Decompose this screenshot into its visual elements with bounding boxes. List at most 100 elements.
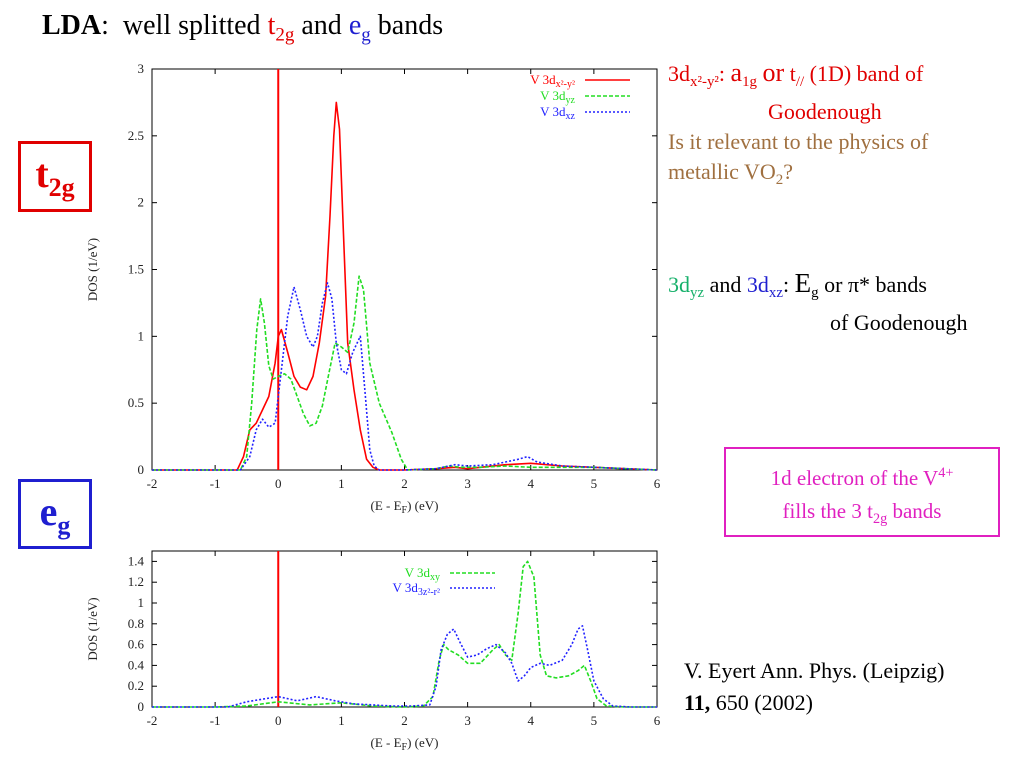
note-eg-and: and — [709, 272, 742, 297]
citation-line2: 11, 650 (2002) — [684, 687, 945, 719]
note-a1g-3d-sub: x²-y² — [690, 74, 719, 91]
title-t2g: t2g — [267, 10, 295, 46]
note-question-line2: metallic VO2? — [668, 157, 1018, 195]
legend-label-z2: V 3d3z²-r² — [392, 580, 440, 598]
y-tick-label: 1 — [138, 595, 145, 610]
title-colon: : — [101, 10, 109, 41]
note-a1g-or: or — [762, 58, 785, 87]
slide-title: LDA: well splitted t2g and eg bands — [42, 10, 443, 47]
x-tick-label: 5 — [591, 713, 598, 728]
note-a1g-t: t — [789, 61, 796, 86]
electron-fill-line2: fills the 3 t2g bands — [726, 495, 998, 536]
eg-label-sub: g — [57, 511, 71, 541]
note-question-end: ? — [783, 159, 793, 185]
y-tick-label: 1.5 — [128, 262, 144, 277]
electron-fill-text2: fills the 3 t — [782, 498, 873, 523]
x-tick-label: 1 — [338, 713, 345, 728]
electron-fill-line1: 1d electron of the V4+ — [726, 457, 998, 495]
x-axis-label: (E - EF) (eV) — [370, 735, 438, 753]
note-eg-E: E — [794, 268, 812, 298]
x-tick-label: 0 — [275, 476, 282, 491]
note-a1g-end: (1D) band of — [809, 61, 924, 86]
citation-rest: 650 (2002) — [715, 690, 813, 715]
y-tick-label: 2.5 — [128, 128, 144, 143]
y-tick-label: 1 — [138, 328, 145, 343]
x-tick-label: 2 — [401, 713, 408, 728]
eg-label-main: e — [39, 489, 58, 534]
x-tick-label: 5 — [591, 476, 598, 491]
electron-fill-sup: 4+ — [938, 465, 954, 481]
t2g-label-main: t — [35, 151, 49, 196]
y-tick-label: 0.6 — [128, 637, 145, 652]
t2g-label-sub: 2g — [48, 173, 75, 203]
x-tick-label: -2 — [147, 713, 158, 728]
note-a1g-band: 3dx²-y²: a1g or t// (1D) band of Goodeno… — [668, 58, 1018, 195]
eg-label-box: eg — [18, 479, 92, 549]
note-question-sub: 2 — [775, 172, 784, 189]
title-t: t — [267, 10, 276, 41]
note-a1g-colon: : — [718, 61, 726, 86]
electron-fill-sub: 2g — [872, 510, 888, 527]
y-tick-label: 0.2 — [128, 678, 144, 693]
note-eg-line2: of Goodenough — [830, 310, 968, 336]
y-tick-label: 1.4 — [128, 553, 145, 568]
chart-eg-dos: -2 -1 0 1 2 3 4 5 6 0 0.2 0.4 0.6 0.8 1 1.2 1.4 (E - EF) … — [85, 550, 661, 753]
note-eg-line1: 3dyz and 3dxz: Eg or π* bands — [668, 268, 1018, 308]
note-question-line1: Is it relevant to the physics of — [668, 129, 929, 155]
y-tick-label: 1.2 — [128, 574, 144, 589]
legend-label-xy: V 3dxy — [405, 565, 440, 583]
note-a1g-a-sub: 1g — [742, 74, 758, 91]
y-tick-label: 0 — [138, 699, 145, 714]
series-line-x2y2 — [152, 101, 658, 471]
citation-volume: 11, — [684, 690, 711, 715]
citation-line1: V. Eyert Ann. Phys. (Leipzig) — [684, 658, 945, 683]
plot-frame — [151, 68, 658, 471]
title-lda: LDA — [42, 10, 102, 41]
x-tick-label: -1 — [210, 476, 221, 491]
title-text: well splitted — [122, 10, 261, 41]
note-eg-yz-sub: yz — [690, 285, 705, 302]
x-tick-label: 4 — [528, 713, 535, 728]
note-a1g-t-sub: // — [795, 74, 805, 91]
note-eg-yz-3d: 3d — [668, 272, 690, 297]
note-eg-rest: or π* bands — [824, 272, 927, 297]
series-line-yz — [152, 275, 658, 471]
x-tick-label: 1 — [338, 476, 345, 491]
y-tick-label: 0.5 — [128, 395, 144, 410]
x-tick-label: 6 — [654, 476, 661, 491]
title-eg: eg — [348, 10, 371, 46]
note-eg-E-sub: g — [811, 285, 819, 302]
title-t-sub: 2g — [275, 24, 295, 46]
y-tick-label: 0.8 — [128, 616, 144, 631]
dos-charts: -2 -1 0 1 2 3 4 5 6 0 0.5 1 1.5 2 2.5 3 (E - EF) (eV) DOS… — [85, 61, 661, 753]
note-a1g-a: a — [730, 58, 743, 87]
title-e-sub: g — [361, 24, 371, 46]
citation: V. Eyert Ann. Phys. (Leipzig) 11, 650 (2… — [684, 655, 945, 719]
y-axis-label: DOS (1/eV) — [85, 597, 100, 660]
x-tick-label: 4 — [528, 476, 535, 491]
y-axis-label: DOS (1/eV) — [85, 238, 100, 301]
note-a1g-line1: 3dx²-y²: a1g or t// (1D) band of — [668, 58, 1018, 97]
legend-label-yz: V 3dyz — [540, 88, 575, 106]
note-question-vo: metallic VO — [668, 159, 776, 185]
x-tick-label: 0 — [275, 713, 282, 728]
y-tick-label: 2 — [138, 195, 145, 210]
electron-fill-text1: 1d electron of the V — [770, 465, 939, 490]
x-tick-label: -2 — [147, 476, 158, 491]
x-axis-label: (E - EF) (eV) — [370, 498, 438, 516]
x-tick-label: 6 — [654, 713, 661, 728]
y-tick-label: 0 — [138, 462, 145, 477]
note-eg-yz: 3dyz — [668, 272, 704, 301]
legend-label-x2y2: V 3dx²-y² — [530, 72, 575, 90]
y-tick-label: 3 — [138, 61, 145, 76]
title-e: e — [348, 10, 362, 41]
note-a1g-3d: 3d — [668, 61, 690, 86]
note-eg-band: 3dyz and 3dxz: Eg or π* bands of Goodeno… — [668, 268, 1018, 338]
legend-label-xz: V 3dxz — [540, 104, 575, 122]
t2g-label-box: t2g — [18, 141, 92, 212]
electron-fill-note: 1d electron of the V4+ fills the 3 t2g b… — [724, 447, 1000, 537]
x-tick-label: 3 — [464, 713, 471, 728]
title-end: bands — [377, 10, 444, 41]
note-eg-xz-3d: 3d — [746, 272, 769, 297]
x-tick-label: 3 — [464, 476, 471, 491]
